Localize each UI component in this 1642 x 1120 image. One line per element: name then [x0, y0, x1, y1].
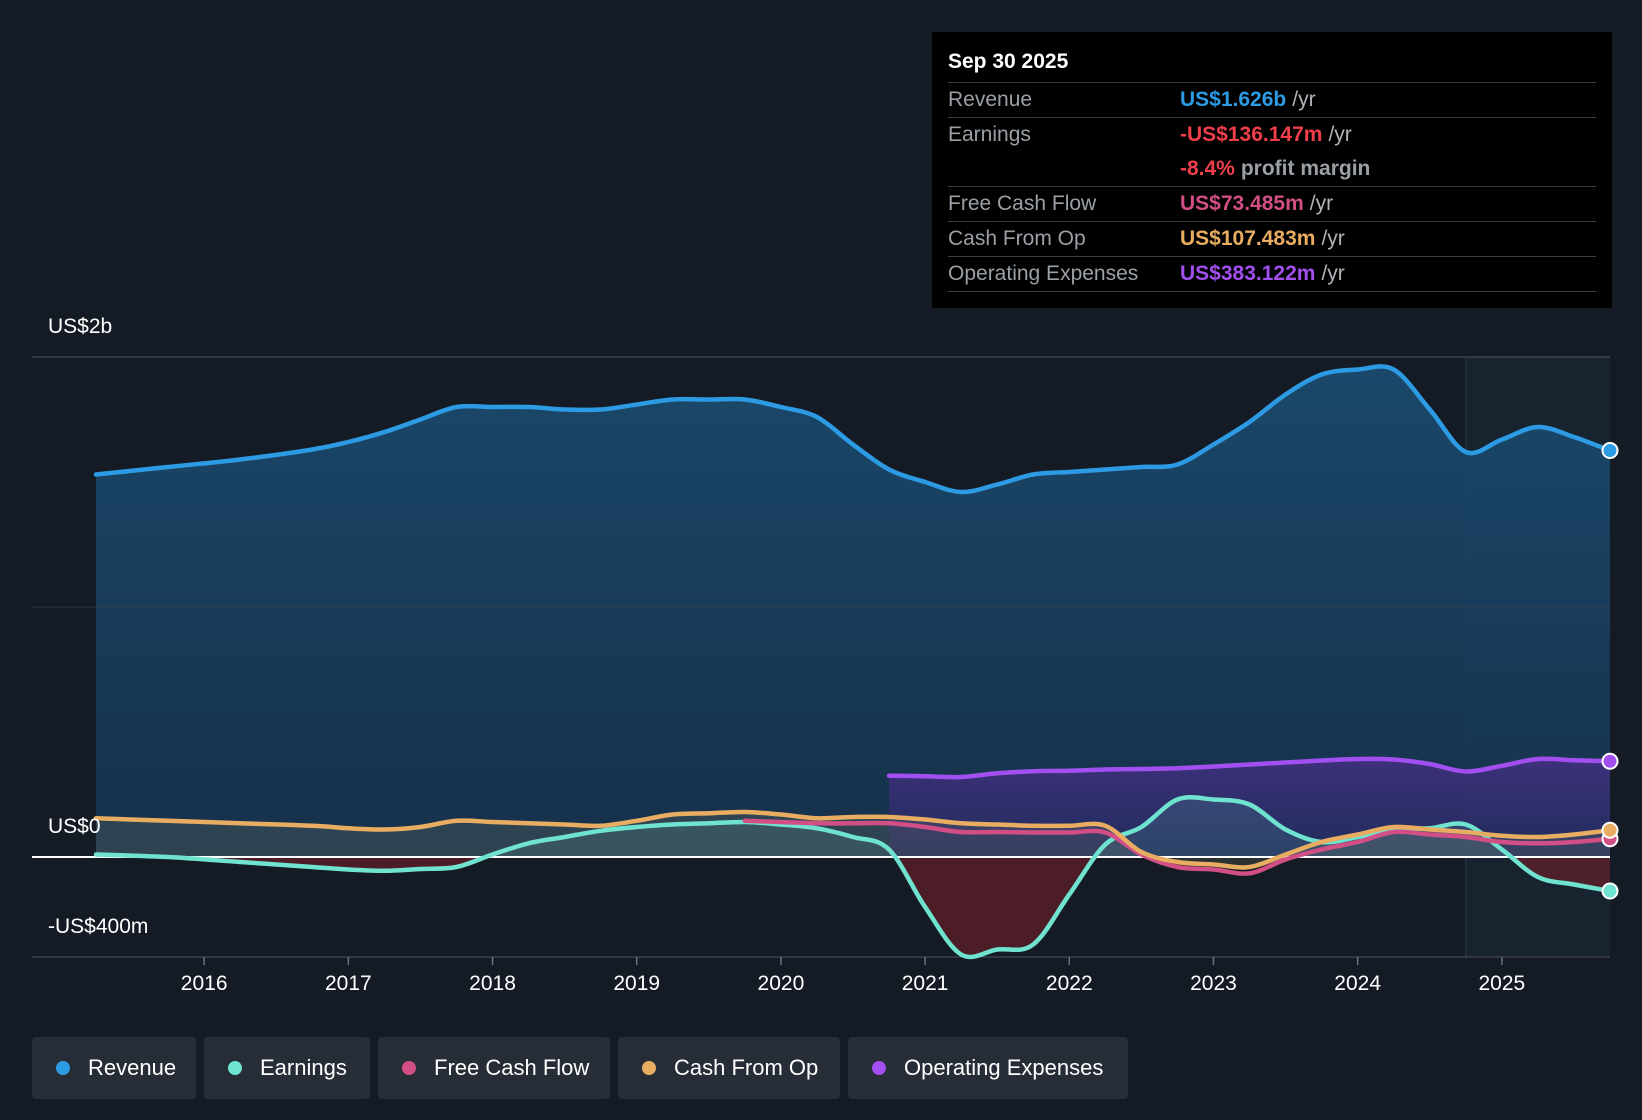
x-tick-label: 2024	[1334, 972, 1381, 995]
tooltip-value: US$1.626b	[1180, 88, 1287, 111]
x-tick-label: 2018	[469, 972, 516, 995]
earnings-end-point	[1601, 882, 1619, 900]
tooltip-row-earnings: Earnings -US$136.147m /yr	[948, 118, 1596, 152]
y-axis-label: US$2b	[48, 315, 112, 338]
earnings-area-positive	[96, 797, 1610, 857]
x-tick-label: 2025	[1478, 972, 1525, 995]
opex-dot-icon	[872, 1061, 886, 1075]
opex-end-point	[1601, 752, 1619, 770]
tooltip-row-opex: Operating Expenses US$383.122m /yr	[948, 257, 1596, 292]
tooltip-value: -8.4%	[1180, 157, 1235, 180]
tooltip-label: Revenue	[948, 88, 1033, 111]
tooltip-label: Earnings	[948, 123, 1031, 146]
tooltip-row-cfo: Cash From Op US$107.483m /yr	[948, 222, 1596, 257]
x-tick-label: 2019	[613, 972, 660, 995]
cfo-dot-icon	[642, 1061, 656, 1075]
tooltip-value: US$107.483m	[1180, 227, 1316, 250]
x-tick-label: 2016	[181, 972, 228, 995]
earnings-line	[93, 795, 1613, 960]
revenue-dot-icon	[56, 1061, 70, 1075]
x-tick-label: 2021	[902, 972, 949, 995]
x-tick-label: 2017	[325, 972, 372, 995]
earnings-dot-icon	[228, 1061, 242, 1075]
tooltip-value: -US$136.147m	[1180, 123, 1323, 146]
x-tick-label: 2023	[1190, 972, 1237, 995]
tooltip-unit: profit margin	[1240, 157, 1371, 180]
revenue-area	[96, 366, 1610, 857]
tooltip-unit: /yr	[1328, 123, 1352, 146]
legend-label: Operating Expenses	[904, 1055, 1104, 1080]
x-tick-label: 2022	[1046, 972, 1093, 995]
tooltip-label: Cash From Op	[948, 227, 1086, 250]
legend-item-opex[interactable]: Operating Expenses	[848, 1037, 1128, 1099]
legend-label: Free Cash Flow	[434, 1055, 590, 1080]
fcf-line	[742, 818, 1613, 876]
legend-item-revenue[interactable]: Revenue	[32, 1037, 196, 1099]
revenue-end-point	[1601, 442, 1619, 459]
y-axis-label: US$0	[48, 815, 101, 838]
revenue-line	[93, 364, 1613, 495]
tooltip-unit: /yr	[1292, 88, 1316, 111]
tooltip-panel: Sep 30 2025 Revenue US$1.626b /yr Earnin…	[932, 32, 1612, 308]
legend-item-fcf[interactable]: Free Cash Flow	[378, 1037, 610, 1099]
y-axis-label: -US$400m	[48, 915, 148, 938]
tooltip-value: US$383.122m	[1180, 262, 1316, 285]
tooltip-unit: /yr	[1321, 262, 1345, 285]
legend-label: Earnings	[260, 1055, 347, 1080]
opex-line	[886, 756, 1613, 780]
tooltip-row-margin: -8.4% profit margin	[948, 152, 1596, 187]
tooltip-label: Free Cash Flow	[948, 192, 1097, 215]
tooltip-row-revenue: Revenue US$1.626b /yr	[948, 83, 1596, 118]
cfo-end-point	[1601, 821, 1619, 839]
tooltip-unit: /yr	[1309, 192, 1334, 215]
legend-item-cfo[interactable]: Cash From Op	[618, 1037, 840, 1099]
tooltip-value: US$73.485m	[1180, 192, 1304, 215]
fcf-dot-icon	[402, 1061, 416, 1075]
cfo-line	[93, 809, 1613, 870]
legend-item-earnings[interactable]: Earnings	[204, 1037, 370, 1099]
tooltip-label: Operating Expenses	[948, 262, 1139, 285]
cfo-area	[96, 811, 1610, 868]
tooltip-row-fcf: Free Cash Flow US$73.485m /yr	[948, 187, 1596, 222]
tooltip-unit: /yr	[1321, 227, 1345, 250]
x-tick-label: 2020	[758, 972, 805, 995]
legend-label: Cash From Op	[674, 1055, 819, 1080]
legend-label: Revenue	[88, 1055, 177, 1080]
tooltip-date: Sep 30 2025	[948, 46, 1596, 83]
